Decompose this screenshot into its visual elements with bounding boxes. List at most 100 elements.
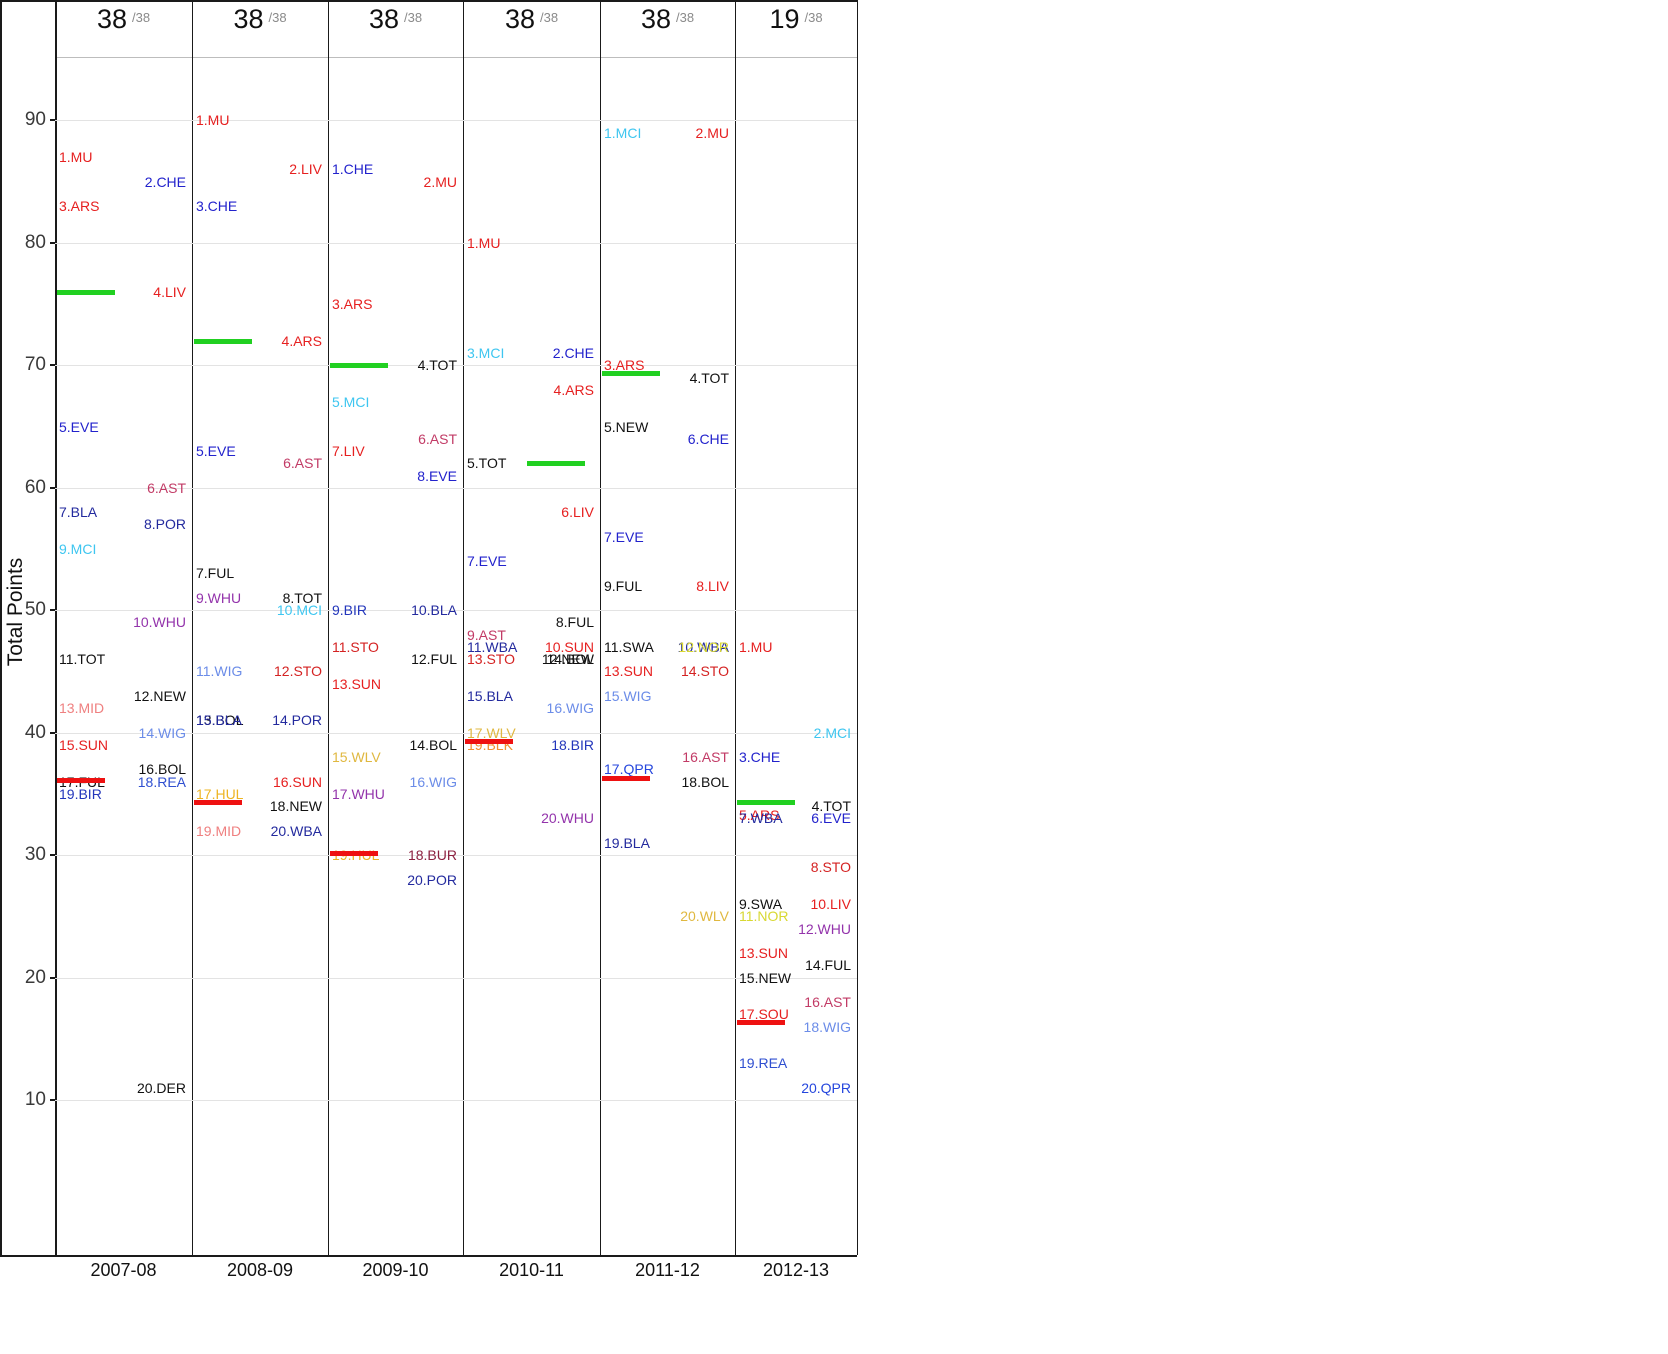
team-label: 2.CHE (144, 173, 186, 190)
team-label: 14.WIG (138, 724, 186, 741)
team-label: 8.POR (143, 516, 186, 533)
gridline (55, 1100, 857, 1101)
team-label: 18.WIG (803, 1018, 851, 1035)
team-label: 12.NEW (541, 651, 594, 668)
team-label: 13.BOL (196, 712, 244, 729)
team-label: 9.MCI (59, 540, 97, 557)
relegation-line (465, 739, 513, 745)
team-label: 2.MCI (813, 724, 851, 741)
y-tick-label: 90 (24, 109, 46, 131)
team-label: 3.ARS (332, 296, 373, 313)
games-total-suffix: /38 (268, 10, 287, 25)
team-label: 1.MU (739, 638, 773, 655)
team-label: 2.LIV (289, 161, 322, 178)
season-label: 2007-08 (90, 1260, 157, 1280)
team-label: 20.DER (136, 1079, 186, 1096)
champions-league-line (330, 363, 388, 369)
games-played-value: 38 (96, 4, 127, 34)
relegation-line (330, 850, 378, 856)
games-total-suffix: /38 (804, 10, 823, 25)
relegation-line (57, 778, 105, 784)
team-label: 1.MU (196, 112, 230, 129)
team-label: 15.BLA (467, 687, 513, 704)
gridline (55, 487, 857, 489)
team-label: 12.FUL (411, 651, 457, 668)
team-label: 5.ARS (739, 806, 780, 823)
gridline (55, 365, 857, 367)
y-tick-label: 80 (24, 231, 46, 253)
team-label: 4.TOT (811, 798, 851, 815)
team-label: 16.SUN (272, 773, 322, 790)
team-label: 19.REA (739, 1055, 788, 1072)
team-label: 7.EVE (604, 528, 644, 545)
team-label: 17.SOU (739, 1006, 789, 1023)
team-label: 8.TOT (282, 589, 322, 606)
figure-left-border (0, 0, 2, 1255)
team-label: 20.WHU (541, 810, 594, 827)
team-label: 19.MID (196, 822, 242, 839)
team-label: 18.NEW (269, 798, 322, 815)
gridline (55, 120, 857, 122)
games-played-header: 38/38 (328, 4, 463, 35)
games-played-value: 38 (233, 4, 264, 34)
team-label: 10.MCI (276, 602, 322, 619)
column-border (55, 0, 57, 1255)
team-label: 11.WBA (467, 638, 518, 655)
games-played-header: 38/38 (55, 4, 192, 35)
column-border (192, 0, 193, 1255)
relegation-line (602, 775, 650, 781)
games-played-value: 19 (769, 4, 800, 34)
team-label: 13.SUN (604, 663, 654, 680)
y-tick-mark (50, 731, 55, 734)
y-tick-mark (50, 1099, 55, 1101)
team-label: 6.AST (283, 455, 322, 472)
team-label: 2.MU (423, 173, 457, 190)
team-label: 5.NEW (604, 418, 649, 435)
relegation-line (194, 800, 242, 806)
team-label: 10.SUN (544, 638, 594, 655)
y-tick-mark (50, 119, 55, 122)
season-label: 2011-12 (635, 1260, 700, 1280)
column-border (600, 0, 601, 1255)
figure-top-border (0, 0, 857, 2)
team-label: 9.WHU (196, 589, 242, 606)
team-label: 10.WHU (133, 614, 186, 631)
team-label: 15.BLA (196, 712, 242, 729)
team-label: 9.SWA (739, 896, 783, 913)
season-label: 2012-13 (762, 1260, 830, 1280)
champions-league-line (57, 289, 115, 295)
team-label: 14.STO (681, 663, 729, 680)
champions-league-line (737, 800, 795, 806)
team-label: 13.STO (467, 651, 515, 668)
team-label: 13.SUN (332, 675, 382, 692)
team-label: 20.WBA (270, 822, 322, 839)
team-label: 4.TOT (689, 369, 729, 386)
team-label: 15.NEW (739, 969, 792, 986)
y-tick-mark (50, 854, 55, 857)
team-label: 13.MID (59, 700, 105, 717)
y-tick-label: 30 (24, 844, 46, 866)
column-border (463, 0, 464, 1255)
team-label: 16.BOL (138, 761, 186, 778)
y-tick-mark (50, 976, 55, 979)
games-played-header: 38/38 (192, 4, 328, 35)
games-total-suffix: /38 (131, 10, 151, 25)
team-label: 6.CHE (687, 430, 729, 447)
team-label: 7.BLA (59, 504, 98, 521)
team-label: 4.LIV (153, 283, 186, 300)
gridline (55, 732, 857, 734)
gridline (55, 610, 857, 612)
gridline (55, 977, 857, 979)
team-label: 8.FUL (555, 614, 594, 631)
team-label: 20.QPR (801, 1079, 851, 1096)
team-label: 1.MU (467, 234, 501, 251)
team-label: 11.STO (332, 638, 379, 655)
team-label: 8.EVE (417, 467, 457, 484)
team-label: 1.MCI (604, 124, 642, 141)
column-border (328, 0, 329, 1255)
team-label: 5.MCI (332, 394, 370, 411)
y-tick-mark (50, 241, 55, 244)
team-label: 15.WIG (604, 687, 652, 704)
games-total-suffix: /38 (403, 10, 423, 25)
team-label: 3.ARS (59, 198, 100, 215)
